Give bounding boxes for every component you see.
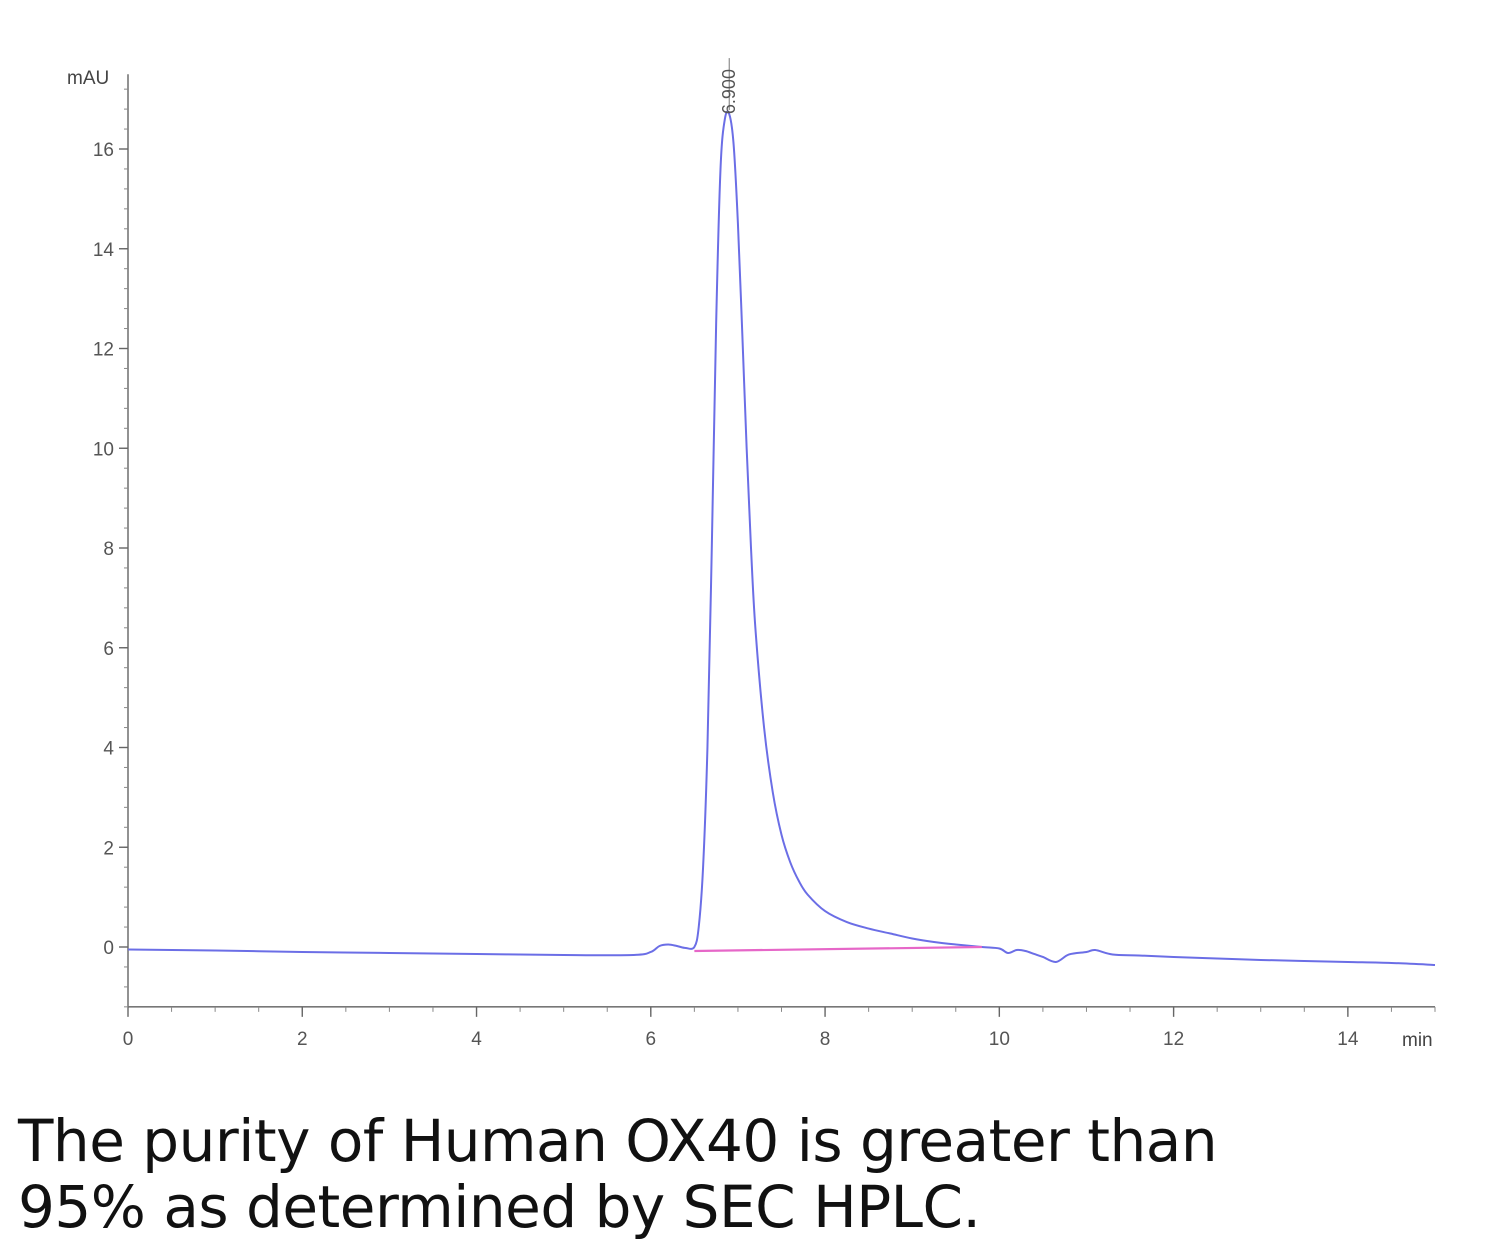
y-tick-label: 0 — [103, 938, 114, 959]
y-tick-label: 4 — [103, 739, 114, 760]
x-tick-label: 0 — [123, 1029, 134, 1050]
y-axis-label: mAU — [67, 68, 109, 89]
peak-annotations: 6.900 — [719, 58, 739, 114]
x-tick-label: 14 — [1337, 1029, 1359, 1050]
y-tick-label: 6 — [103, 639, 114, 660]
chromatogram-line — [127, 110, 1436, 966]
baseline-line — [694, 945, 982, 953]
x-axis-ticks: 0 2 4 6 8 10 12 14 — [123, 1006, 1436, 1050]
y-tick-label: 14 — [93, 240, 115, 261]
chromatogram-trace — [127, 110, 1436, 966]
y-axis-ticks: 0 2 4 6 8 10 12 14 16 — [93, 88, 128, 1008]
x-tick-label: 12 — [1163, 1029, 1184, 1050]
baseline-trace — [694, 945, 982, 953]
x-tick-label: 6 — [646, 1029, 657, 1050]
y-tick-label: 12 — [93, 340, 114, 361]
y-tick-label: 10 — [93, 439, 114, 460]
y-tick-label: 16 — [93, 140, 114, 161]
x-axis-label: min — [1402, 1030, 1433, 1051]
chart-axes — [127, 74, 1435, 1008]
x-tick-label: 4 — [471, 1029, 482, 1050]
chart-series — [127, 110, 1436, 966]
y-tick-label: 8 — [103, 539, 114, 560]
caption-line-1: The purity of Human OX40 is greater than — [18, 1107, 1218, 1175]
figure-caption: The purity of Human OX40 is greater than… — [18, 1108, 1458, 1240]
x-tick-label: 8 — [820, 1029, 831, 1050]
chromatogram-chart: 0 2 4 6 8 10 12 14 0 2 4 6 8 10 12 14 16 mAU min 6.900 — [67, 58, 1436, 1051]
x-tick-label: 10 — [989, 1029, 1010, 1050]
y-tick-label: 2 — [103, 838, 114, 859]
peak-retention-label: 6.900 — [719, 69, 739, 114]
x-tick-label: 2 — [297, 1029, 308, 1050]
caption-line-2: 95% as determined by SEC HPLC. — [18, 1173, 981, 1241]
